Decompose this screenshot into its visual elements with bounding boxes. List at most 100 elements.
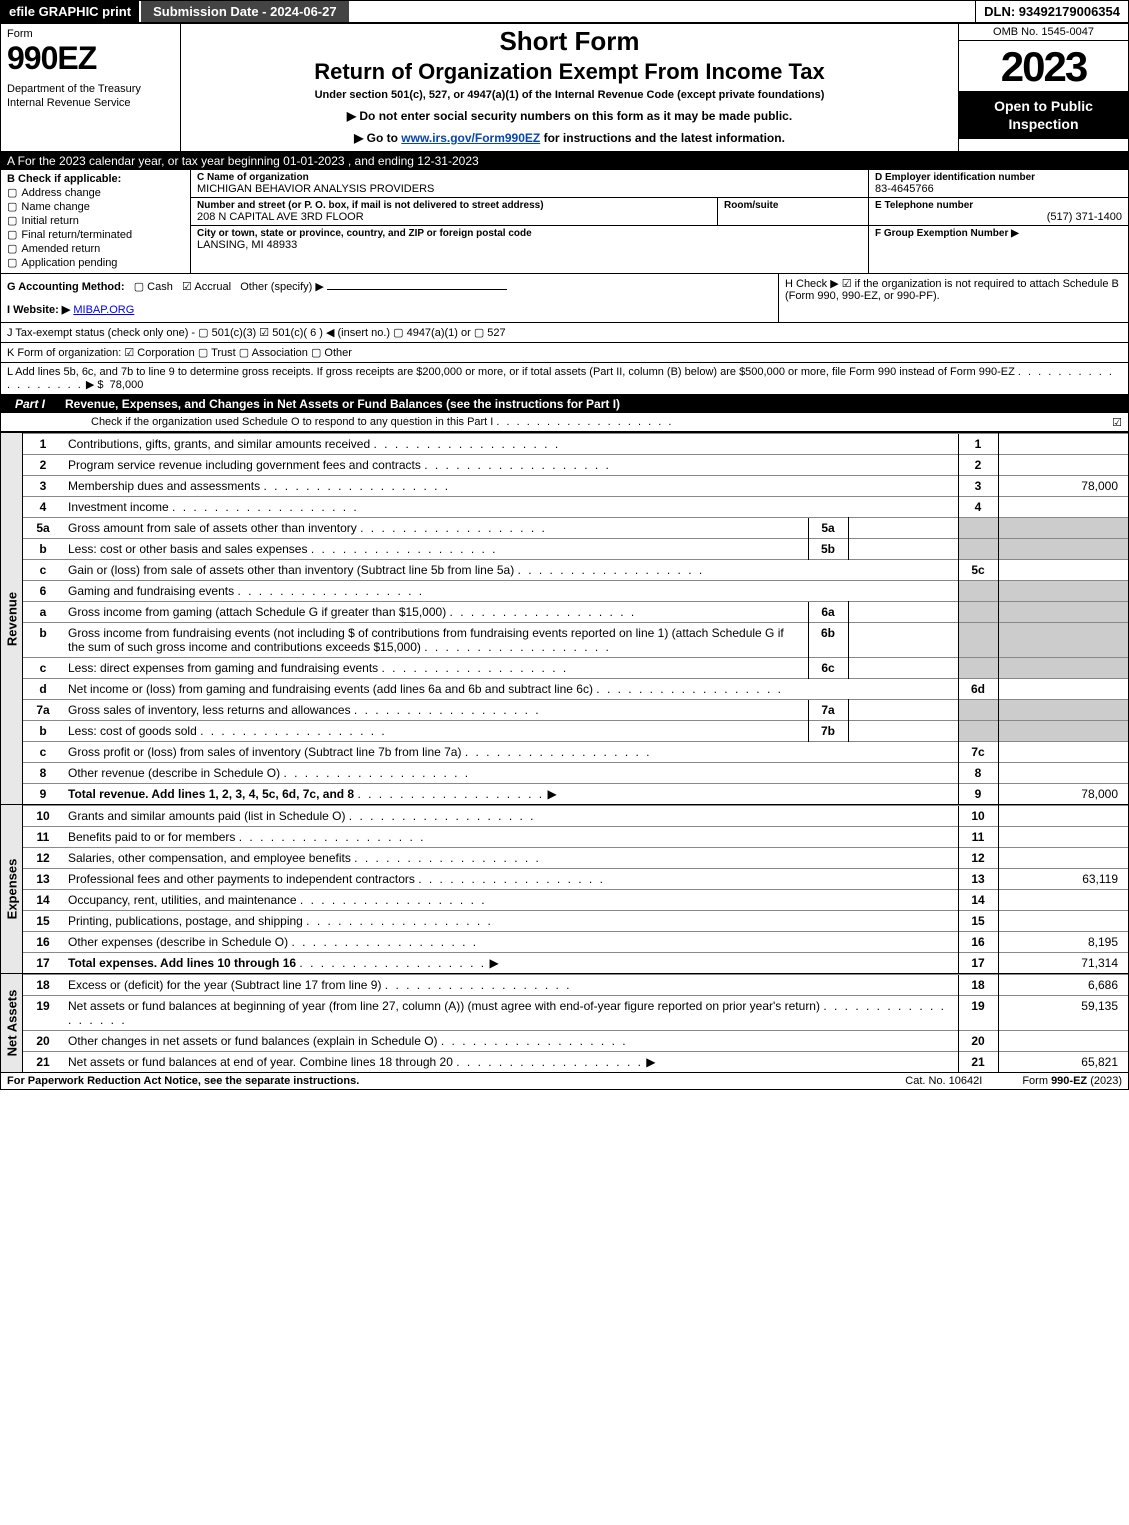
goto-instructions: ▶ Go to www.irs.gov/Form990EZ for instru… [189,131,950,145]
form-no-footer: Form 990-EZ (2023) [1022,1075,1122,1087]
org-city: LANSING, MI 48933 [197,239,862,251]
line-row: cGross profit or (loss) from sales of in… [23,742,1128,763]
pra-notice: For Paperwork Reduction Act Notice, see … [7,1075,359,1087]
box-b-option[interactable]: ▢Application pending [7,256,184,269]
line-20-value [998,1031,1128,1052]
line-row: cLess: direct expenses from gaming and f… [23,658,1128,679]
line-14-value [998,890,1128,911]
row-k: K Form of organization: ☑ Corporation ▢ … [1,343,1128,363]
omb-number: OMB No. 1545-0047 [959,24,1128,41]
org-street: 208 N CAPITAL AVE 3RD FLOOR [197,211,711,223]
irs-link[interactable]: www.irs.gov/Form990EZ [401,131,540,145]
box-b-option[interactable]: ▢Name change [7,200,184,213]
part1-check-icon[interactable]: ☑ [1112,416,1122,429]
box-b: B Check if applicable: ▢Address change▢N… [1,170,191,273]
line-7c-value [998,742,1128,763]
line-row: 19Net assets or fund balances at beginni… [23,996,1128,1031]
box-e: E Telephone number (517) 371-1400 [869,198,1128,226]
header-center: Short Form Return of Organization Exempt… [181,24,958,151]
line-row: 9Total revenue. Add lines 1, 2, 3, 4, 5c… [23,784,1128,805]
line-3-value: 78,000 [998,476,1128,497]
line-row: 5aGross amount from sale of assets other… [23,518,1128,539]
form-word: Form [7,28,174,40]
submission-date: Submission Date - 2024-06-27 [139,1,349,22]
revenue-table: 1Contributions, gifts, grants, and simil… [23,433,1128,804]
box-f: F Group Exemption Number ▶ [869,226,1128,241]
line-2-value [998,455,1128,476]
line-row: 6Gaming and fundraising events [23,581,1128,602]
line-row: 21Net assets or fund balances at end of … [23,1052,1128,1073]
line-16-value: 8,195 [998,932,1128,953]
top-bar: efile GRAPHIC print Submission Date - 20… [1,1,1128,24]
line-row: 12Salaries, other compensation, and empl… [23,848,1128,869]
accrual-checkbox[interactable]: ☑ [182,281,192,293]
line-row: bGross income from fundraising events (n… [23,623,1128,658]
expenses-table: 10Grants and similar amounts paid (list … [23,805,1128,973]
dln: DLN: 93492179006354 [975,1,1128,22]
row-i-label: I Website: ▶ [7,304,70,316]
line-row: 2Program service revenue including gover… [23,455,1128,476]
line-5c-value [998,560,1128,581]
line-10-value [998,806,1128,827]
public-inspection-badge: Open to Public Inspection [959,91,1128,139]
revenue-side-label: Revenue [1,433,23,804]
header-right: OMB No. 1545-0047 2023 Open to Public In… [958,24,1128,151]
line-row: 7aGross sales of inventory, less returns… [23,700,1128,721]
room-cell: Room/suite [718,198,868,225]
header-left: Form 990EZ Department of the Treasury In… [1,24,181,151]
line-row: 17Total expenses. Add lines 10 through 1… [23,953,1128,974]
line-13-value: 63,119 [998,869,1128,890]
form-number: 990EZ [7,40,174,77]
department-label: Department of the Treasury Internal Reve… [7,83,174,111]
line-row: 15Printing, publications, postage, and s… [23,911,1128,932]
row-a-tax-year: A For the 2023 calendar year, or tax yea… [1,152,1128,170]
line-8-value [998,763,1128,784]
telephone: (517) 371-1400 [875,211,1122,223]
box-d: D Employer identification number 83-4645… [869,170,1128,198]
box-b-option[interactable]: ▢Address change [7,186,184,199]
box-b-head: B Check if applicable: [7,173,184,185]
line-9-value: 78,000 [998,784,1128,805]
line-row: 10Grants and similar amounts paid (list … [23,806,1128,827]
line-row: 18Excess or (deficit) for the year (Subt… [23,975,1128,996]
gross-receipts: 78,000 [110,379,144,391]
line-12-value [998,848,1128,869]
line-row: 4Investment income 4 [23,497,1128,518]
line-row: 20Other changes in net assets or fund ba… [23,1031,1128,1052]
line-row: 14Occupancy, rent, utilities, and mainte… [23,890,1128,911]
short-form-title: Short Form [189,26,950,57]
form-subtitle: Under section 501(c), 527, or 4947(a)(1)… [189,89,950,101]
part1-schedule-o-check: Check if the organization used Schedule … [1,413,1128,432]
form-header: Form 990EZ Department of the Treasury In… [1,24,1128,152]
website-link[interactable]: MIBAP.ORG [73,304,134,316]
row-j: J Tax-exempt status (check only one) - ▢… [1,323,1128,343]
line-21-value: 65,821 [998,1052,1128,1073]
section-netassets: Net Assets 18Excess or (deficit) for the… [1,973,1128,1072]
org-info-grid: B Check if applicable: ▢Address change▢N… [1,170,1128,274]
line-19-value: 59,135 [998,996,1128,1031]
line-row: aGross income from gaming (attach Schedu… [23,602,1128,623]
cat-no: Cat. No. 10642I [905,1075,982,1087]
line-1-value [998,434,1128,455]
netassets-table: 18Excess or (deficit) for the year (Subt… [23,974,1128,1072]
box-b-option[interactable]: ▢Final return/terminated [7,228,184,241]
line-row: 16Other expenses (describe in Schedule O… [23,932,1128,953]
expenses-side-label: Expenses [1,805,23,973]
netassets-side-label: Net Assets [1,974,23,1072]
cash-checkbox[interactable]: ▢ [134,281,144,293]
line-row: 1Contributions, gifts, grants, and simil… [23,434,1128,455]
org-name: MICHIGAN BEHAVIOR ANALYSIS PROVIDERS [197,183,862,195]
box-b-option[interactable]: ▢Amended return [7,242,184,255]
street-cell: Number and street (or P. O. box, if mail… [191,198,718,225]
line-6d-value [998,679,1128,700]
section-expenses: Expenses 10Grants and similar amounts pa… [1,804,1128,973]
line-row: cGain or (loss) from sale of assets othe… [23,560,1128,581]
row-l: L Add lines 5b, 6c, and 7b to line 9 to … [1,363,1128,395]
row-g: G Accounting Method: ▢ Cash ☑ Accrual Ot… [1,274,778,322]
box-b-option[interactable]: ▢Initial return [7,214,184,227]
line-row: bLess: cost or other basis and sales exp… [23,539,1128,560]
warning-ssn: ▶ Do not enter social security numbers o… [189,109,950,123]
part1-header: Part I Revenue, Expenses, and Changes in… [1,395,1128,413]
efile-badge: efile GRAPHIC print [1,1,139,22]
line-11-value [998,827,1128,848]
